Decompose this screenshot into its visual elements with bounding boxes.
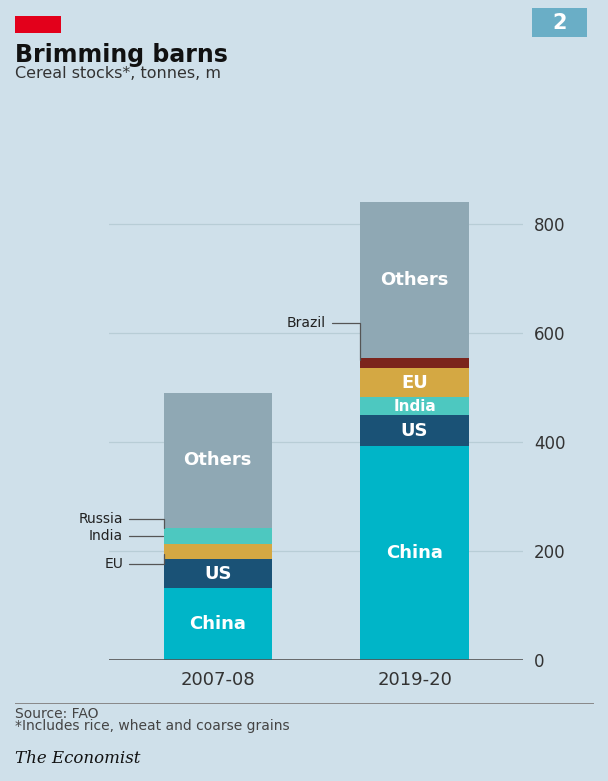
Bar xyxy=(164,588,272,660)
Bar xyxy=(361,415,469,447)
Text: Others: Others xyxy=(184,451,252,469)
Text: Brazil: Brazil xyxy=(287,316,361,360)
Bar xyxy=(164,393,272,527)
Bar xyxy=(361,202,469,358)
Text: 2: 2 xyxy=(552,12,567,33)
Text: India: India xyxy=(89,530,163,544)
Text: Source: FAO: Source: FAO xyxy=(15,707,98,721)
Bar xyxy=(164,527,272,534)
Bar xyxy=(361,368,469,398)
Text: *Includes rice, wheat and coarse grains: *Includes rice, wheat and coarse grains xyxy=(15,719,290,733)
Text: Brimming barns: Brimming barns xyxy=(15,43,228,67)
Text: EU: EU xyxy=(105,555,164,570)
Text: The Economist: The Economist xyxy=(15,750,140,767)
Text: Russia: Russia xyxy=(78,512,164,528)
Text: US: US xyxy=(204,565,232,583)
Text: US: US xyxy=(401,422,429,440)
Bar xyxy=(164,559,272,588)
Text: China: China xyxy=(386,544,443,562)
Text: EU: EU xyxy=(401,373,428,391)
Text: India: India xyxy=(393,398,436,413)
Bar xyxy=(361,398,469,415)
Text: Others: Others xyxy=(381,271,449,289)
Bar xyxy=(361,447,469,660)
Bar xyxy=(164,534,272,544)
Bar xyxy=(164,544,272,559)
Bar xyxy=(361,358,469,368)
Text: China: China xyxy=(189,615,246,633)
Text: Cereal stocks*, tonnes, m: Cereal stocks*, tonnes, m xyxy=(15,66,221,81)
